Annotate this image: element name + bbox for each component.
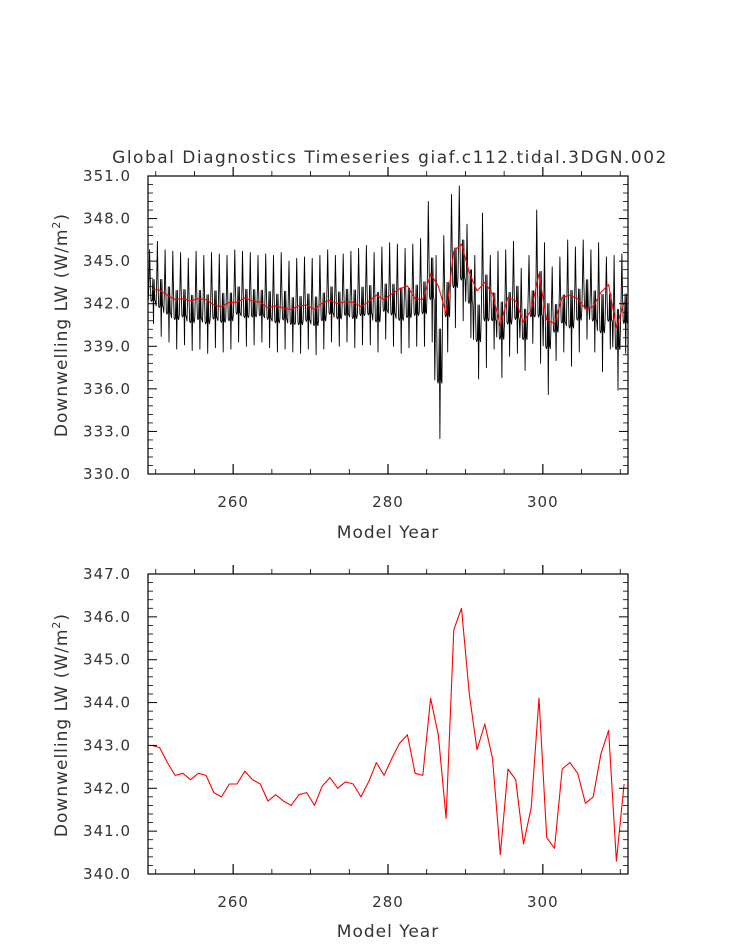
bottom-x-axis-title: Model Year <box>337 922 439 942</box>
top-chart-panel: Global Diagnostics Timeseries giaf.c112.… <box>50 148 668 543</box>
top-x-tick-label: 260 <box>217 493 249 511</box>
bottom-y-tick-label: 342.0 <box>83 779 131 797</box>
top-y-tick-label: 339.0 <box>83 337 131 355</box>
top-y-tick-label: 342.0 <box>83 295 131 313</box>
top-y-axis-title-superscript: 2 <box>50 221 63 229</box>
top-y-axis-title-end: ) <box>52 213 72 221</box>
top-y-tick-label: 336.0 <box>83 380 131 398</box>
bottom-y-tick-label: 345.0 <box>83 651 131 669</box>
top-series-line-2 <box>151 243 625 329</box>
top-y-tick-label: 345.0 <box>83 252 131 270</box>
bottom-x-tick-label: 280 <box>372 893 404 911</box>
bottom-y-tick-label: 340.0 <box>83 865 131 883</box>
top-y-axis-title: Downwelling LW (W/m2) <box>50 213 72 437</box>
bottom-chart-marks <box>151 607 625 862</box>
bottom-y-axis-title-main: Downwelling LW (W/m <box>52 629 72 838</box>
top-x-axis-title: Model Year <box>337 523 439 543</box>
bottom-y-tick-label: 344.0 <box>83 694 131 712</box>
chart-title: Global Diagnostics Timeseries giaf.c112.… <box>112 148 668 168</box>
top-y-tick-label: 348.0 <box>83 210 131 228</box>
bottom-y-tick-label: 343.0 <box>83 736 131 754</box>
top-y-axis-title-main: Downwelling LW (W/m <box>52 229 72 438</box>
top-x-tick-label: 300 <box>527 493 559 511</box>
bottom-y-tick-label: 346.0 <box>83 608 131 626</box>
bottom-y-axis-title-superscript: 2 <box>50 621 63 629</box>
bottom-y-tick-label: 347.0 <box>83 565 131 583</box>
top-y-tick-label: 333.0 <box>83 422 131 440</box>
top-chart-axes: 330.0 333.0 336.0 339.0 342.0 345.0 348.0 351.0… <box>83 167 628 511</box>
bottom-series-line-1 <box>151 607 625 862</box>
bottom-y-axis-title: Downwelling LW (W/m2) <box>50 613 72 837</box>
bottom-chart-axes: 340.0 341.0 342.0 343.0 344.0 345.0 346.0 347.0… <box>83 565 628 911</box>
top-series-line-1 <box>147 185 629 439</box>
bottom-x-tick-label: 300 <box>527 893 559 911</box>
top-y-tick-label: 330.0 <box>83 465 131 483</box>
bottom-y-axis-title-end: ) <box>52 613 72 621</box>
bottom-y-tick-label: 341.0 <box>83 822 131 840</box>
top-y-tick-label: 351.0 <box>83 167 131 185</box>
bottom-x-tick-label: 260 <box>217 893 249 911</box>
bottom-chart-panel: 340.0 341.0 342.0 343.0 344.0 345.0 346.0 347.0… <box>50 565 629 942</box>
top-chart-marks <box>147 185 629 439</box>
top-x-tick-label: 280 <box>372 493 404 511</box>
